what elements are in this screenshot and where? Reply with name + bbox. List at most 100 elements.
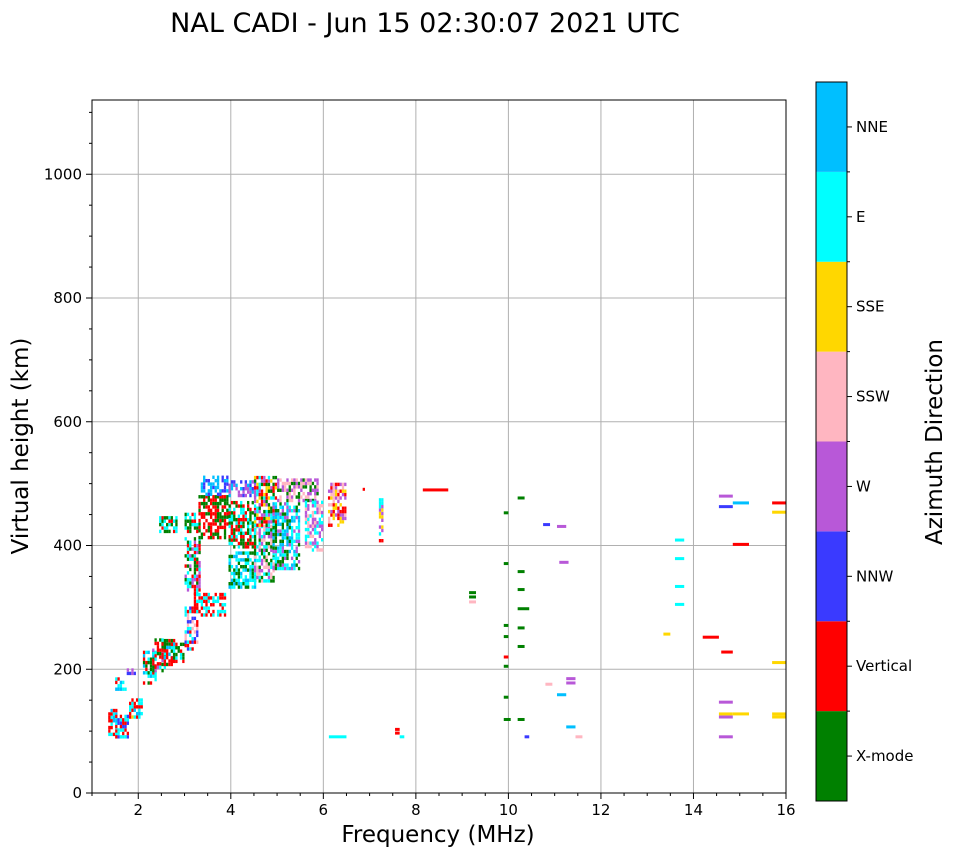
echo-cell [251, 500, 254, 505]
echo-cell [191, 547, 194, 551]
echo-cell [175, 529, 178, 534]
echo-cell [207, 478, 210, 483]
echo-cell [314, 517, 317, 522]
echo-cell [228, 568, 231, 572]
echo-cell [119, 714, 123, 719]
echo-cell [219, 492, 222, 496]
echo-segment [556, 524, 567, 528]
echo-cell [186, 564, 190, 568]
echo-cell [260, 479, 264, 483]
echo-cell [272, 496, 275, 500]
echo-cell [212, 498, 215, 502]
echo-cell [219, 596, 222, 600]
echo-cell [253, 486, 257, 490]
echo-cell [290, 498, 294, 503]
echo-cell [295, 563, 298, 567]
echo-cell [314, 488, 317, 492]
echo-cell [286, 512, 289, 516]
echo-cell [244, 480, 247, 484]
echo-cell [198, 529, 201, 533]
echo-cell [115, 732, 118, 737]
echo-cell [253, 582, 257, 586]
echo-cell [258, 548, 261, 552]
echo-cell [311, 498, 315, 503]
echo-cell [242, 490, 245, 494]
echo-cell [286, 495, 289, 499]
echo-cell [216, 475, 220, 479]
echo-cell [295, 485, 298, 489]
echo-cell [307, 481, 310, 486]
echo-cell [253, 496, 257, 500]
echo-cell [168, 638, 171, 643]
echo-cell [263, 555, 266, 559]
echo-cell [258, 538, 261, 542]
echo-cell [230, 531, 234, 535]
echo-cell [265, 499, 268, 504]
echo-cell [293, 529, 296, 533]
echo-cell [249, 480, 252, 484]
echo-cell [235, 554, 238, 559]
echo-cell [209, 532, 213, 536]
echo-cell [258, 506, 261, 510]
echo-cell [246, 517, 250, 522]
echo-cell [311, 500, 315, 505]
echo-cell [237, 514, 241, 518]
echo-cell [378, 504, 382, 509]
echo-cell [228, 582, 231, 586]
echo-cell [166, 655, 169, 660]
echo-cell [286, 502, 289, 506]
echo-cell [309, 534, 312, 539]
echo-cell [290, 539, 294, 544]
echo-cell [230, 500, 234, 505]
echo-cell [300, 495, 303, 499]
echo-cell [321, 504, 324, 508]
echo-cell [152, 671, 155, 675]
echo-cell [119, 735, 123, 739]
echo-cell [249, 571, 252, 576]
echo-cell [140, 705, 143, 709]
plot-area [108, 475, 786, 739]
echo-cell [286, 526, 289, 530]
echo-cell [226, 495, 229, 499]
echo-cell [240, 571, 243, 576]
echo-cell [172, 659, 176, 664]
echo-cell [272, 489, 275, 493]
echo-cell [184, 554, 187, 558]
echo-cell [344, 492, 347, 497]
colorbar-swatch [816, 261, 847, 352]
echo-cell [316, 541, 319, 545]
echo-cell [110, 725, 113, 730]
echo-segment [718, 505, 733, 509]
echo-segment [772, 712, 786, 716]
echo-cell [212, 535, 215, 540]
echo-cell [216, 535, 220, 540]
echo-cell [115, 687, 118, 691]
echo-cell [263, 520, 266, 524]
echo-cell [279, 495, 282, 499]
echo-cell [265, 545, 268, 549]
echo-cell [207, 508, 210, 513]
echo-cell [334, 489, 338, 493]
echo-cell [152, 662, 155, 666]
echo-cell [184, 640, 187, 644]
echo-cell [307, 531, 310, 535]
echo-cell [216, 478, 220, 483]
echo-cell [200, 535, 204, 540]
echo-cell [163, 649, 167, 653]
echo-cell [295, 553, 298, 557]
echo-cell [186, 584, 190, 589]
echo-cell [330, 492, 333, 497]
echo-cell [138, 705, 141, 709]
echo-cell [277, 488, 280, 492]
echo-cell [135, 698, 139, 702]
echo-cell [200, 596, 204, 600]
echo-cell [249, 578, 252, 583]
echo-cell [193, 606, 197, 610]
echo-cell [272, 482, 275, 487]
echo-cell [288, 519, 291, 523]
echo-cell [258, 482, 261, 487]
echo-segment [469, 595, 477, 599]
echo-cell [258, 528, 261, 532]
echo-cell [219, 512, 222, 516]
echo-cell [186, 643, 190, 648]
